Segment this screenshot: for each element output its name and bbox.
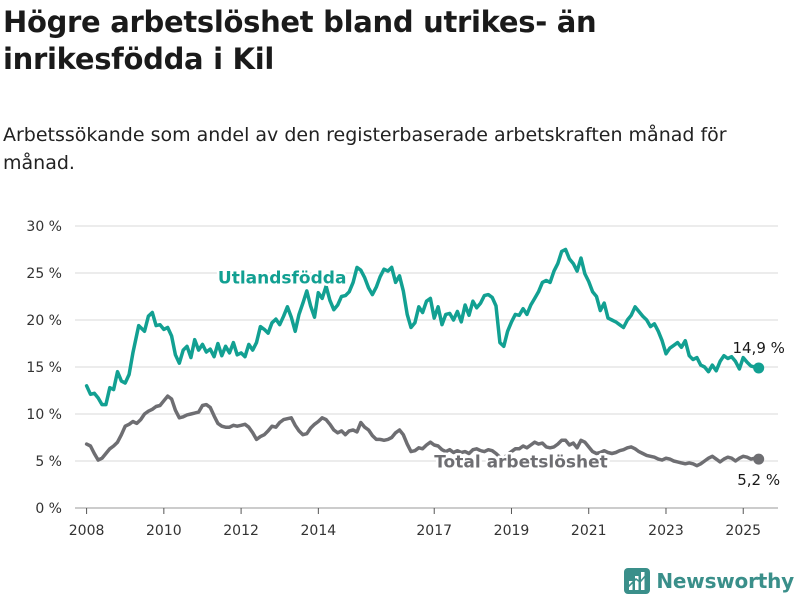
series-label-foreign-born: Utlandsfödda — [218, 268, 347, 288]
gridlines — [75, 225, 778, 509]
footer-brand: Newsworthy — [624, 568, 794, 594]
end-value-label-foreign-born: 14,9 % — [732, 339, 784, 357]
series-label-total: Total arbetslöshet — [434, 453, 608, 473]
x-tick-label: 2021 — [571, 523, 607, 539]
y-tick-label: 5 % — [35, 454, 62, 470]
series-line — [84, 247, 761, 407]
x-tick-label: 2025 — [725, 523, 761, 539]
chart-subtitle: Arbetssökande som andel av den registerb… — [3, 124, 727, 174]
y-axis-ticks: 0 % 5 % 10 % 15 % 20 % 25 % 30 % — [26, 219, 62, 517]
y-tick-label: 20 % — [26, 313, 62, 329]
x-tick-label: 2012 — [223, 523, 259, 539]
x-tick-label: 2019 — [494, 523, 530, 539]
bar-chart-logo-icon — [624, 568, 651, 594]
chart-title: Högre arbetslöshet bland utrikes- än inr… — [3, 5, 597, 76]
x-tick-label: 2014 — [301, 523, 337, 539]
y-tick-label: 15 % — [26, 360, 62, 376]
series-end-point — [753, 362, 765, 374]
x-tick-label: 2010 — [146, 523, 182, 539]
end-value-label-total: 5,2 % — [737, 471, 780, 489]
series-line — [84, 394, 761, 468]
x-tick-label: 2023 — [648, 523, 684, 539]
x-tick-label: 2017 — [416, 523, 452, 539]
y-tick-label: 0 % — [35, 501, 62, 517]
x-axis-ticks: 2008 2010 2012 2014 2017 2019 2021 2023 2025 — [69, 508, 761, 539]
x-tick-label: 2008 — [69, 523, 105, 539]
y-tick-label: 10 % — [26, 407, 62, 423]
brand-name: Newsworthy — [656, 569, 794, 593]
series-labels: Utlandsfödda Total arbetslöshet 14,9 % 5,2 … — [215, 266, 784, 489]
series-lines — [84, 247, 765, 468]
y-tick-label: 30 % — [26, 219, 62, 235]
series-end-point — [753, 453, 765, 465]
y-tick-label: 25 % — [26, 266, 62, 282]
